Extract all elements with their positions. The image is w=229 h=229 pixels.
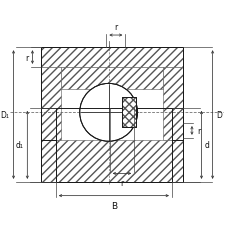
Bar <box>61 68 162 90</box>
Text: d₁: d₁ <box>16 141 24 150</box>
Text: B: B <box>110 201 116 210</box>
Bar <box>41 68 61 140</box>
Bar <box>121 98 136 128</box>
Text: d: d <box>203 141 208 150</box>
Bar <box>121 98 136 128</box>
Circle shape <box>79 84 137 142</box>
Text: r: r <box>197 126 200 135</box>
Bar <box>56 108 171 182</box>
Text: r: r <box>114 23 117 32</box>
Bar <box>41 140 56 182</box>
Text: D₁: D₁ <box>1 111 9 120</box>
Bar <box>170 140 182 182</box>
Bar <box>56 140 171 182</box>
Bar <box>121 98 136 128</box>
Text: r: r <box>120 178 123 188</box>
Bar <box>162 68 182 140</box>
Bar <box>41 48 182 68</box>
Text: r: r <box>25 53 28 62</box>
Bar <box>41 48 182 182</box>
Bar <box>121 98 136 128</box>
Text: D: D <box>215 111 221 120</box>
Bar <box>41 48 182 182</box>
Circle shape <box>79 84 137 142</box>
Bar <box>41 48 182 182</box>
